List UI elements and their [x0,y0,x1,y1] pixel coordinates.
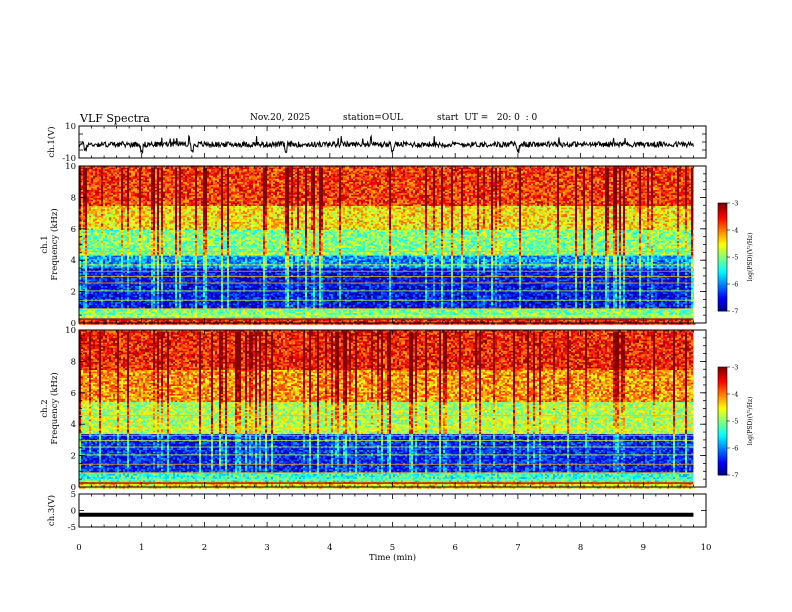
y-tick-label: 10 [65,122,76,132]
ch1-ylabel: ch.1(V) [46,126,57,157]
ch1-waveform-panel [79,136,693,153]
ch1-spectrogram [79,166,706,325]
ch1-trace [79,136,693,153]
